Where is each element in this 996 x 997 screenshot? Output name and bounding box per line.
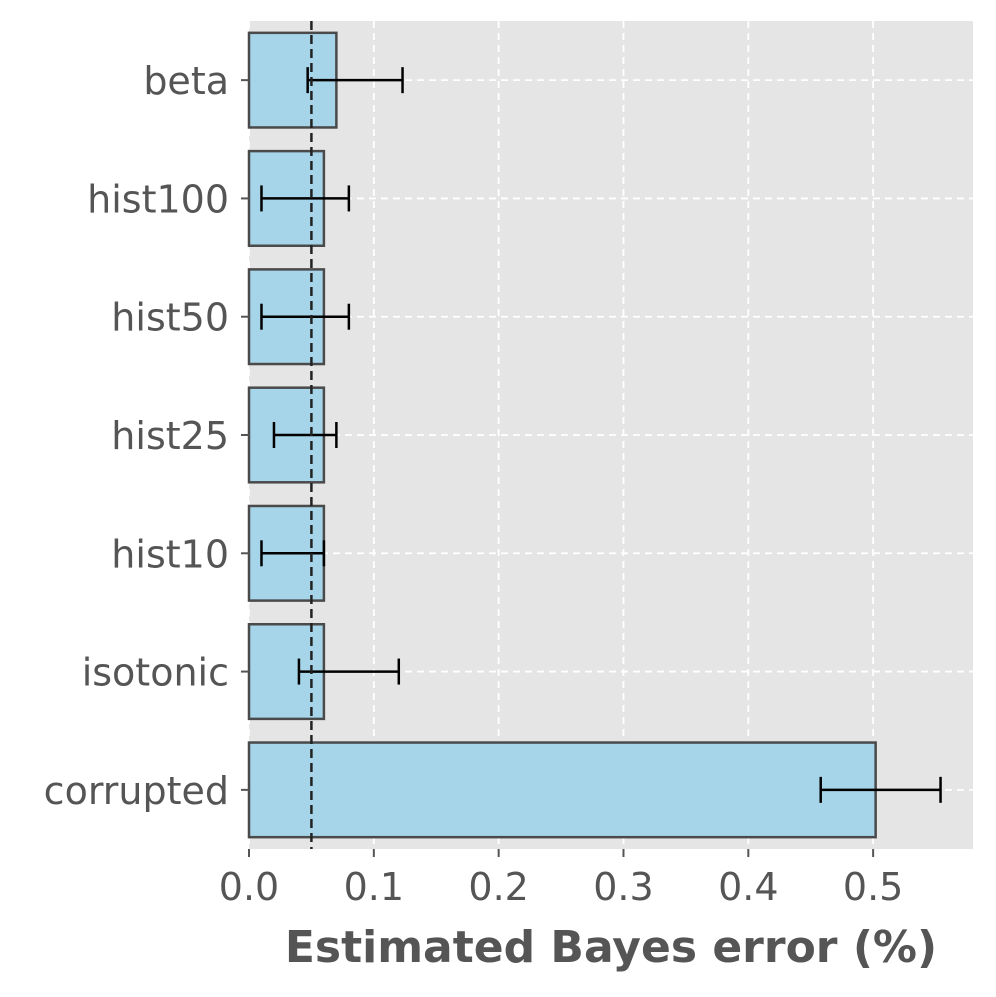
x-tick-label: 0.5 [843, 865, 903, 909]
y-tick-label-isotonic: isotonic [82, 651, 229, 695]
error-bars [260, 67, 942, 803]
y-tick-label-hist100: hist100 [87, 177, 229, 221]
bar-corrupted [247, 741, 877, 839]
x-tick-label: 0.3 [593, 865, 653, 909]
grid-lines [248, 21, 973, 849]
y-tick-label-corrupted: corrupted [44, 769, 229, 813]
x-tick-label: 0.1 [344, 865, 404, 909]
x-tick-label: 0.2 [468, 865, 528, 909]
y-axis-ticks: beta hist100 hist50 hist25 hist10 isotonic cor… [44, 59, 249, 813]
x-tick-label: 0.4 [718, 865, 778, 909]
x-axis-title: Estimated Bayes error (%) [285, 922, 937, 973]
y-tick-label-hist25: hist25 [111, 414, 229, 458]
x-axis-ticks: 0.0 0.1 0.2 0.3 0.4 0.5 [219, 849, 903, 909]
x-tick-label: 0.0 [219, 865, 279, 909]
y-tick-label-hist10: hist10 [111, 532, 229, 576]
y-tick-label-hist50: hist50 [111, 296, 229, 340]
y-tick-label-beta: beta [143, 59, 229, 103]
